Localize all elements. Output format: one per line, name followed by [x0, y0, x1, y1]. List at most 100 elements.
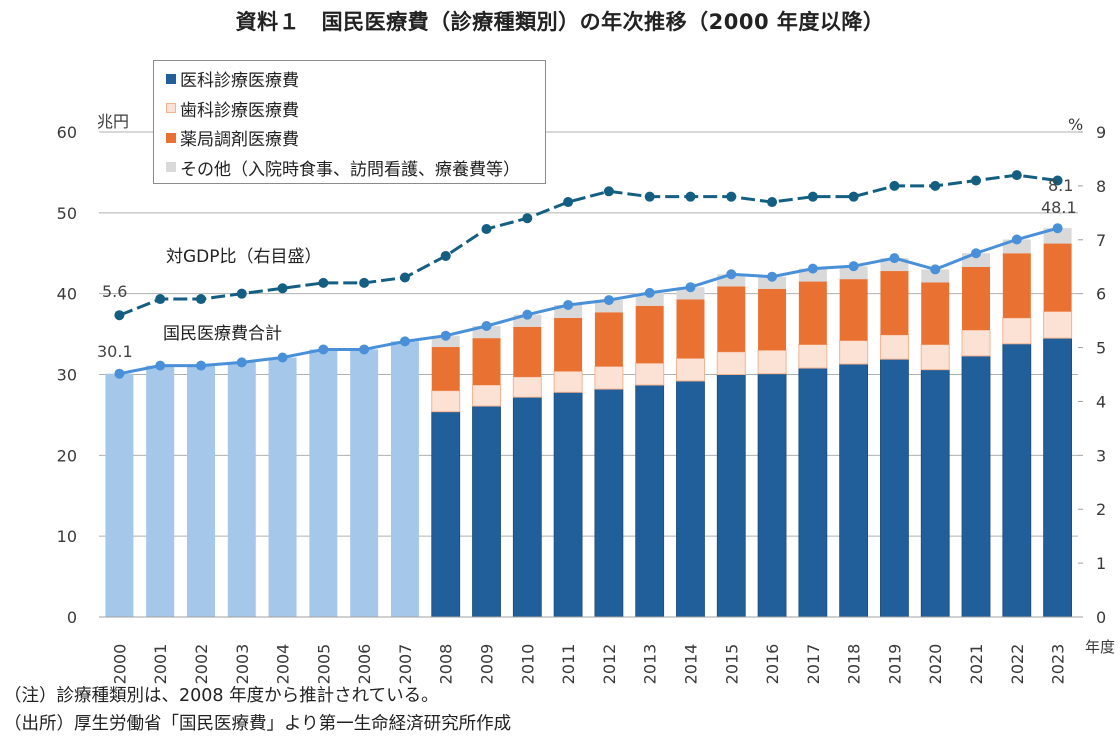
- point-total_line-2018: [848, 261, 859, 272]
- point-gdp_line-2020: [930, 180, 941, 191]
- lines: [114, 170, 1063, 379]
- legend-swatch-dental: [166, 103, 176, 114]
- total-first-value-label: 30.1: [97, 342, 133, 361]
- bar-other-2020: [921, 269, 950, 283]
- x-tick-label: 2019: [885, 644, 904, 685]
- bar-medical-2019: [880, 358, 909, 618]
- bar-total-2000: [105, 373, 134, 617]
- x-tick-label: 2002: [192, 644, 211, 685]
- y2-tick-label: 7: [1096, 231, 1106, 250]
- bar-other-2008: [431, 335, 460, 348]
- x-tick-label: 2016: [763, 644, 782, 685]
- total-line-label: 国民医療費合計: [163, 324, 282, 344]
- bar-dental-2015: [716, 351, 746, 376]
- bar-medical-2022: [1002, 343, 1032, 618]
- point-total_line-2019: [889, 253, 900, 264]
- bar-medical-2011: [553, 391, 583, 618]
- bar-dental-2009: [472, 384, 502, 407]
- x-tick-label: 2023: [1049, 644, 1068, 685]
- y2-tick-label: 9: [1096, 123, 1106, 142]
- point-total_line-2022: [1011, 234, 1022, 245]
- point-total_line-2023: [1052, 223, 1063, 234]
- bar-total-2004: [268, 357, 297, 617]
- point-total_line-2003: [236, 357, 247, 368]
- legend-swatch-pharmacy: [166, 132, 176, 143]
- bar-dental-2022: [1002, 317, 1032, 345]
- bar-dental-2021: [961, 329, 991, 357]
- x-tick-label: 2018: [845, 644, 864, 685]
- legend-item-other: その他（入院時食事、訪問看護、療養費等）: [154, 153, 545, 183]
- bar-pharmacy-2020: [921, 282, 950, 345]
- legend-item-dental: 歯科診療医療費: [154, 94, 545, 124]
- y2-axis-unit-label: %: [1068, 115, 1083, 134]
- x-tick-label: 2001: [151, 644, 170, 685]
- bar-dental-2014: [675, 357, 705, 382]
- bar-total-2006: [350, 349, 379, 617]
- y-tick-label: 20: [57, 446, 77, 465]
- point-gdp_line-2000: [114, 310, 125, 321]
- x-tick-label: 2010: [518, 644, 537, 685]
- source-note: （出所）厚生労働省「国民医療費」より第一生命経済研究所作成: [4, 714, 512, 734]
- bar-medical-2023: [1043, 337, 1073, 618]
- bar-pharmacy-2015: [717, 286, 746, 352]
- bar-pharmacy-2014: [676, 299, 705, 359]
- bar-medical-2016: [757, 373, 787, 618]
- bar-dental-2011: [553, 370, 583, 393]
- chart-title: 資料１ 国民医療費（診療種類別）の年次推移（2000 年度以降）: [235, 10, 885, 34]
- point-total_line-2012: [603, 295, 614, 306]
- legend-label: 薬局調剤医療費: [180, 130, 299, 151]
- point-total_line-2014: [685, 282, 696, 293]
- bar-medical-2008: [431, 411, 461, 618]
- bar-medical-2009: [472, 405, 501, 618]
- point-gdp_line-2015: [726, 191, 737, 202]
- x-tick-label: 2005: [314, 644, 333, 685]
- bar-pharmacy-2017: [798, 281, 827, 345]
- point-total_line-2004: [277, 352, 288, 363]
- y-tick-label: 60: [57, 123, 77, 142]
- legend-item-medical: 医科診療医療費: [154, 64, 545, 94]
- point-total_line-2006: [359, 344, 370, 355]
- bar-dental-2012: [594, 365, 624, 390]
- point-total_line-2013: [644, 287, 655, 298]
- bar-other-2016: [758, 276, 787, 289]
- point-gdp_line-2011: [563, 197, 574, 208]
- bar-medical-2018: [839, 363, 869, 618]
- point-gdp_line-2010: [522, 213, 533, 224]
- point-gdp_line-2021: [971, 175, 982, 186]
- point-gdp_line-2006: [359, 277, 370, 288]
- gdp-first-value-label: 5.6: [102, 282, 127, 301]
- point-total_line-2007: [399, 336, 410, 347]
- bar-dental-2019: [879, 334, 909, 360]
- bar-pharmacy-2013: [635, 305, 664, 364]
- bar-total-2001: [146, 365, 175, 617]
- x-tick-label: 2012: [600, 644, 619, 685]
- point-gdp_line-2002: [195, 294, 206, 305]
- bar-total-2003: [227, 362, 256, 617]
- bar-other-2013: [635, 292, 664, 306]
- bar-dental-2013: [635, 362, 665, 386]
- x-axis-unit-label: 年度: [1085, 638, 1115, 656]
- point-total_line-2015: [726, 269, 737, 280]
- bar-pharmacy-2018: [839, 279, 868, 341]
- x-tick-label: 2008: [437, 644, 456, 685]
- point-gdp_line-2019: [889, 180, 900, 191]
- x-tick-label: 2013: [641, 644, 660, 685]
- point-gdp_line-2001: [155, 294, 166, 305]
- bar-total-2002: [186, 365, 215, 617]
- bar-pharmacy-2008: [431, 347, 460, 391]
- point-gdp_line-2004: [277, 283, 288, 294]
- point-total_line-2016: [767, 271, 778, 282]
- point-total_line-2008: [440, 330, 451, 341]
- x-tick-label: 2020: [926, 644, 945, 685]
- bar-other-2018: [839, 266, 868, 280]
- bar-dental-2010: [512, 376, 542, 398]
- y-axis-unit-label: 兆円: [97, 112, 129, 131]
- footnote: （注）診療種類別は、2008 年度から推計されている。: [4, 686, 439, 706]
- bar-pharmacy-2012: [594, 312, 623, 367]
- legend-swatch-medical: [166, 73, 176, 84]
- bar-pharmacy-2019: [880, 271, 909, 335]
- bar-other-2023: [1043, 228, 1072, 244]
- point-total_line-2010: [522, 309, 533, 320]
- point-gdp_line-2007: [399, 272, 410, 283]
- point-gdp_line-2017: [807, 191, 818, 202]
